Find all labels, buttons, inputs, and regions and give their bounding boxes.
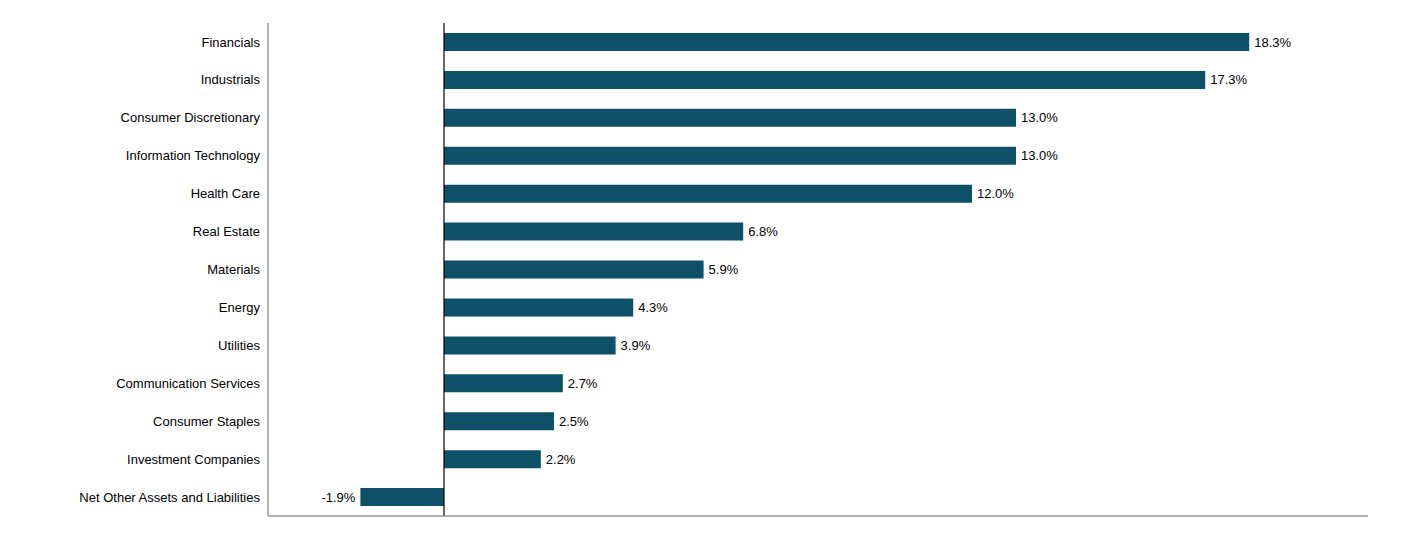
svg-text:2.5%: 2.5%: [559, 414, 589, 429]
svg-text:2.7%: 2.7%: [568, 376, 598, 391]
svg-text:Utilities: Utilities: [218, 338, 260, 353]
svg-text:Investment Companies: Investment Companies: [127, 452, 260, 467]
svg-text:3.9%: 3.9%: [621, 338, 651, 353]
svg-text:-1.9%: -1.9%: [321, 490, 355, 505]
svg-text:5.9%: 5.9%: [709, 262, 739, 277]
svg-text:18.3%: 18.3%: [1254, 35, 1291, 50]
svg-text:6.8%: 6.8%: [748, 224, 778, 239]
svg-text:2.2%: 2.2%: [546, 452, 576, 467]
svg-text:Materials: Materials: [207, 262, 260, 277]
svg-text:Information Technology: Information Technology: [126, 148, 261, 163]
svg-text:Health Care: Health Care: [191, 186, 260, 201]
svg-text:17.3%: 17.3%: [1210, 72, 1247, 87]
svg-text:Industrials: Industrials: [201, 72, 261, 87]
svg-text:Real Estate: Real Estate: [193, 224, 260, 239]
svg-text:Consumer Discretionary: Consumer Discretionary: [121, 110, 261, 125]
svg-text:Financials: Financials: [201, 35, 260, 50]
svg-text:13.0%: 13.0%: [1021, 110, 1058, 125]
svg-text:13.0%: 13.0%: [1021, 148, 1058, 163]
svg-text:Consumer Staples: Consumer Staples: [153, 414, 260, 429]
svg-text:Net Other Assets and Liabiliti: Net Other Assets and Liabilities: [79, 490, 260, 505]
svg-text:Energy: Energy: [219, 300, 261, 315]
svg-text:12.0%: 12.0%: [977, 186, 1014, 201]
svg-text:4.3%: 4.3%: [638, 300, 668, 315]
svg-text:Communication Services: Communication Services: [116, 376, 260, 391]
